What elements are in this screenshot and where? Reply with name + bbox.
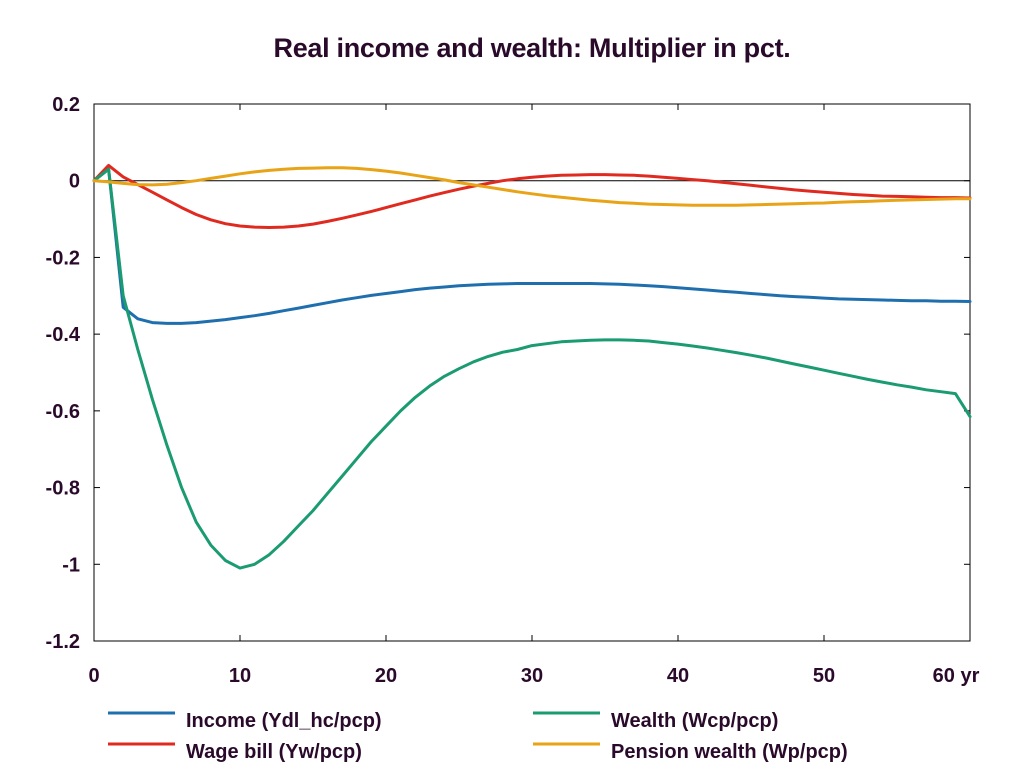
y-tick-label: 0.2: [52, 94, 80, 116]
y-tick-label: -1.2: [46, 631, 80, 653]
x-tick-label: 0: [88, 665, 99, 687]
y-tick-label: -0.6: [46, 401, 80, 423]
x-tick-label: 30: [521, 665, 543, 687]
x-tick-label: 50: [813, 665, 835, 687]
y-tick-label: -1: [62, 554, 80, 576]
y-tick-label: -0.2: [46, 247, 80, 269]
legend-label: Wage bill (Yw/pcp): [186, 741, 362, 763]
chart-title: Real income and wealth: Multiplier in pc…: [273, 33, 791, 63]
x-tick-label: 40: [667, 665, 689, 687]
x-tick-label: 10: [229, 665, 251, 687]
y-tick-label: -0.8: [46, 478, 80, 500]
series-line-3: [92, 167, 972, 570]
series-line-1: [92, 167, 972, 325]
legend-label: Pension wealth (Wp/pcp): [611, 741, 848, 763]
legend-label: Income (Ydl_hc/pcp): [186, 710, 382, 732]
series-line-4: [92, 166, 972, 207]
y-tick-label: 0: [69, 171, 80, 193]
x-tick-labels: 0 10 20 30 40 50 60 yr: [88, 665, 979, 687]
x-tick-label: 60 yr: [933, 665, 980, 687]
x-tick-label: 20: [375, 665, 397, 687]
series-line-2: [92, 163, 972, 229]
y-tick-label: -0.4: [46, 324, 81, 346]
legend: Income (Ydl_hc/pcp) Wage bill (Yw/pcp) Wea…: [108, 710, 848, 763]
legend-label: Wealth (Wcp/pcp): [611, 710, 778, 732]
series-lines: [92, 163, 972, 570]
y-tick-labels: 0.2 0 -0.2 -0.4 -0.6 -0.8 -1 -1.2: [46, 94, 81, 653]
